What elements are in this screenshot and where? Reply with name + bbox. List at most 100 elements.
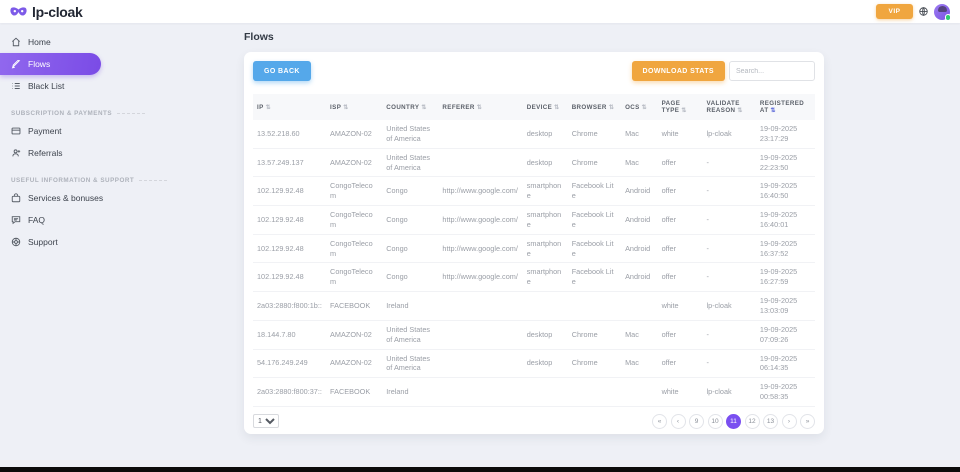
cell-country: Congo <box>382 234 439 264</box>
registered-date: 19-09-2025 <box>759 238 798 248</box>
column-header-isp[interactable]: ISP ⇅ <box>326 94 382 120</box>
page-button-page-12[interactable]: 12 <box>744 413 760 429</box>
registered-date: 19-09-2025 <box>759 296 798 306</box>
cell-referer: http://www.google.com/ <box>438 262 523 293</box>
cell-isp: CongoTelecom <box>326 176 383 207</box>
column-header-page-type[interactable]: PAGE TYPE ⇅ <box>658 94 703 120</box>
column-header-validate-reason[interactable]: VALIDATE REASON ⇅ <box>703 94 756 120</box>
sidebar-item-label: Support <box>28 237 58 247</box>
column-header-device[interactable]: DEVICE ⇅ <box>523 94 568 120</box>
column-header-ip[interactable]: IP ⇅ <box>253 94 326 120</box>
download-stats-button[interactable]: DOWNLOAD STATS <box>631 61 725 81</box>
go-back-button[interactable]: GO BACK <box>253 61 311 81</box>
registered-date: 19-09-2025 <box>759 124 798 133</box>
sidebar-item-payment[interactable]: Payment <box>0 120 240 142</box>
cell-registered-at: 19-09-2025 16:27:59 <box>755 262 815 293</box>
sidebar-item-support[interactable]: Support <box>0 231 240 253</box>
registered-date: 19-09-2025 <box>759 210 798 220</box>
cell-page-type: offer <box>657 234 703 264</box>
cell-registered-at: 19-09-2025 07:09:26 <box>755 320 815 350</box>
cell-isp: CongoTelecom <box>326 262 383 293</box>
sort-icon: ⇅ <box>770 108 776 114</box>
column-label: ISP <box>330 103 342 111</box>
toolbar: GO BACK DOWNLOAD STATS <box>253 61 815 81</box>
sidebar-item-label: FAQ <box>28 215 46 225</box>
user-avatar[interactable] <box>934 3 951 21</box>
cell-isp: AMAZON-02 <box>326 349 383 379</box>
cell-page-type: offer <box>657 349 703 379</box>
sidebar-item-label: Black List <box>28 81 65 91</box>
table-row: 2a03:2880:f800:37:: FACEBOOK Ireland whi… <box>253 377 815 407</box>
sort-icon: ⇅ <box>641 104 648 111</box>
sidebar-item-black-list[interactable]: Black List <box>0 75 240 97</box>
support-icon <box>11 237 21 247</box>
table-row: 102.129.92.48 CongoTelecom Congo http://… <box>253 234 815 264</box>
column-label: BROWSER <box>571 103 607 111</box>
column-header-registered-at[interactable]: REGISTERED AT ⇅ <box>756 94 815 120</box>
referrals-icon <box>11 148 21 158</box>
cell-registered-at: 19-09-2025 23:17:29 <box>755 120 815 149</box>
logo[interactable]: lp-cloak <box>10 4 83 20</box>
cell-registered-at: 19-09-2025 22:23:50 <box>755 148 815 178</box>
registered-date: 19-09-2025 <box>759 181 798 191</box>
page-button-page-11[interactable]: 11 <box>726 413 741 429</box>
page-button-page-10[interactable]: 10 <box>707 413 723 429</box>
cell-validate-reason: - <box>702 234 756 264</box>
registered-date: 19-09-2025 <box>759 382 798 392</box>
registered-time: 00:58:35 <box>759 392 789 402</box>
sort-icon: ⇅ <box>554 104 560 111</box>
column-label: VALIDATE REASON <box>706 100 740 114</box>
page-button-prev-page[interactable]: ‹ <box>670 413 686 429</box>
cell-validate-reason: - <box>702 320 756 350</box>
sidebar-item-flows[interactable]: Flows <box>0 53 101 75</box>
sort-icon: ⇅ <box>476 104 483 111</box>
table-row: 102.129.92.48 CongoTelecom Congo http://… <box>253 176 815 207</box>
cell-device <box>522 291 568 321</box>
cell-referer: http://www.google.com/ <box>438 205 523 235</box>
cell-registered-at: 19-09-2025 16:40:50 <box>755 176 815 207</box>
cell-ocs: Android <box>621 205 658 235</box>
page-button-last-page[interactable]: » <box>800 413 815 429</box>
search-input[interactable] <box>729 61 815 81</box>
table-row: 102.129.92.48 CongoTelecom Congo http://… <box>253 262 815 293</box>
page-button-page-9[interactable]: 9 <box>689 413 704 429</box>
cell-country: United States of America <box>382 349 439 379</box>
sort-icon: ⇅ <box>343 104 349 111</box>
cell-browser: Chrome <box>567 349 622 379</box>
cell-isp: AMAZON-02 <box>326 320 383 350</box>
cell-browser: Chrome <box>567 120 622 149</box>
sidebar-item-home[interactable]: Home <box>0 31 240 53</box>
table-row: 54.176.249.249 AMAZON-02 United States o… <box>253 349 815 379</box>
column-header-referer[interactable]: REFERER ⇅ <box>438 94 522 120</box>
cell-ip: 102.129.92.48 <box>253 262 327 293</box>
cell-browser: Facebook Lite <box>567 234 622 264</box>
page-button-page-13[interactable]: 13 <box>763 413 778 429</box>
page-button-first-page[interactable]: « <box>652 413 667 429</box>
sidebar-section-subscription: SUBSCRIPTION & PAYMENTS <box>11 110 229 117</box>
page-button-next-page[interactable]: › <box>781 413 797 429</box>
cell-ocs <box>621 377 658 407</box>
cell-ocs <box>621 291 658 321</box>
vip-button[interactable]: VIP <box>876 4 913 19</box>
cell-registered-at: 19-09-2025 06:14:35 <box>755 349 815 379</box>
cell-ip: 13.52.218.60 <box>253 120 327 149</box>
column-header-country[interactable]: COUNTRY ⇅ <box>382 94 438 120</box>
cell-ip: 102.129.92.48 <box>253 176 327 207</box>
cell-ocs: Mac <box>621 120 658 149</box>
flows-card: GO BACK DOWNLOAD STATS IP⇅ ISP⇅ COUNTRY⇅… <box>244 52 824 434</box>
cell-device: smartphone <box>522 262 568 293</box>
sidebar-item-services-bonuses[interactable]: Services & bonuses <box>0 187 240 209</box>
per-page-select[interactable]: 10 <box>253 414 279 429</box>
column-label: REFERER <box>442 103 475 111</box>
sidebar-item-faq[interactable]: FAQ <box>0 209 240 231</box>
cell-page-type: offer <box>657 148 703 178</box>
cell-validate-reason: - <box>702 262 756 293</box>
cell-browser: Chrome <box>567 148 622 178</box>
cell-browser <box>567 377 622 407</box>
language-globe-icon[interactable] <box>919 7 928 16</box>
column-header-ocs[interactable]: OCS ⇅ <box>621 94 658 120</box>
sidebar-item-referrals[interactable]: Referrals <box>0 142 240 164</box>
cell-validate-reason: - <box>702 205 756 235</box>
column-header-browser[interactable]: BROWSER ⇅ <box>568 94 621 120</box>
cell-browser: Facebook Lite <box>567 176 622 207</box>
